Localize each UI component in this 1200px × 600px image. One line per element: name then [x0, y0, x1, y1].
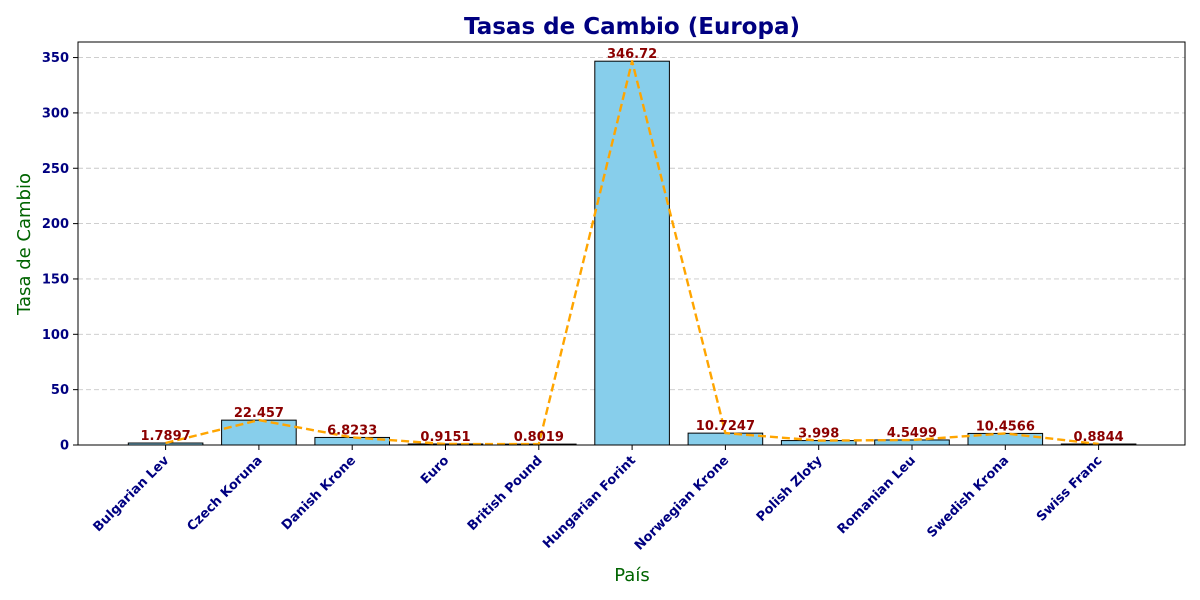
x-axis-label: País	[614, 565, 649, 586]
plot-frame	[77, 41, 1186, 446]
data-label: 6.8233	[327, 423, 377, 438]
y-tick-label: 250	[42, 162, 69, 177]
y-tick-label: 200	[42, 217, 69, 232]
chart-title: Tasas de Cambio (Europa)	[464, 14, 800, 40]
data-label: 4.5499	[887, 426, 937, 441]
x-tick-label: Danish Krone	[279, 453, 359, 533]
y-axis-label: Tasa de Cambio	[14, 173, 35, 316]
data-label: 1.7897	[141, 429, 191, 444]
data-label: 10.7247	[696, 419, 755, 434]
y-tick-label: 0	[60, 439, 69, 454]
data-labels: 1.7897 22.457 6.8233 0.9151 0.8019 346.72 10.7…	[141, 47, 1124, 445]
x-tick-label: Swiss Franc	[1034, 453, 1105, 524]
x-tick-label: British Pound	[465, 453, 546, 534]
x-tick-label: Polish Zloty	[754, 453, 826, 525]
x-tick-label: Hungarian Forint	[540, 453, 639, 552]
x-tick-label: Swedish Krona	[925, 453, 1013, 541]
y-tick-label: 350	[42, 51, 69, 66]
x-tick-label: Czech Koruna	[184, 453, 265, 534]
x-tick-label: Norwegian Krone	[632, 453, 732, 553]
data-label: 10.4566	[976, 419, 1035, 434]
y-tick-label: 100	[42, 328, 69, 343]
data-label: 0.8844	[1074, 430, 1124, 445]
y-axis-ticks: 0 50 100 150 200 250 300 350	[42, 51, 78, 454]
y-tick-label: 150	[42, 272, 69, 287]
x-tick-label: Romanian Leu	[835, 453, 919, 537]
trend-line	[165, 60, 1099, 446]
x-axis-ticks: Bulgarian Lev Czech Koruna Danish Krone Eur…	[91, 445, 1105, 554]
bars	[127, 60, 1137, 446]
data-label: 346.72	[607, 47, 657, 62]
x-tick-label: Euro	[418, 453, 452, 487]
data-label: 22.457	[234, 406, 284, 421]
data-label: 0.8019	[514, 430, 564, 445]
y-tick-label: 300	[42, 106, 69, 121]
trend-line-path	[165, 60, 1099, 446]
x-tick-label: Bulgarian Lev	[91, 453, 173, 535]
y-tick-label: 50	[51, 383, 69, 398]
bar	[594, 60, 670, 446]
data-label: 3.998	[798, 427, 839, 442]
data-label: 0.9151	[420, 430, 470, 445]
